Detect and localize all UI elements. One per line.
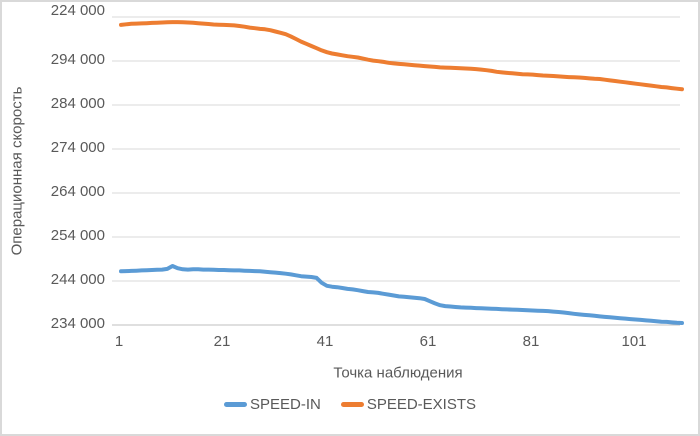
y-tick-label: 244 000 [50,271,105,288]
series-line-speed-exists [119,20,684,92]
y-tick-label: 234 000 [50,315,105,332]
x-tick-label: 41 [316,333,334,350]
speed-in-line-marker-icon [223,402,247,407]
y-tick-label: 274 000 [50,139,105,156]
x-axis-title: Точка наблюдения [333,364,463,382]
legend-label: SPEED-IN [249,396,321,413]
y-tick-label: 224 000 [50,2,105,19]
x-tick-label: 81 [522,333,540,350]
series-line-speed-in [119,264,684,325]
speed-exists-line-marker-icon [340,402,364,407]
y-tick-label: 284 000 [50,95,105,112]
legend-item-speed-in: SPEED-IN [223,396,321,413]
y-tick-label: 264 000 [50,183,105,200]
y-tick-label: 254 000 [50,227,105,244]
legend: SPEED-IN SPEED-EXISTS [2,396,698,413]
y-tick-label: 294 000 [50,51,105,68]
legend-item-speed-exists: SPEED-EXISTS [340,396,477,413]
legend-label: SPEED-EXISTS [366,396,477,413]
x-tick-label: 101 [621,333,647,350]
x-tick-label: 61 [419,333,437,350]
x-tick-label: 21 [213,333,231,350]
x-tick-label: 1 [114,333,124,350]
x-axis-ticks: 1 21 41 61 81 101 [2,333,698,353]
